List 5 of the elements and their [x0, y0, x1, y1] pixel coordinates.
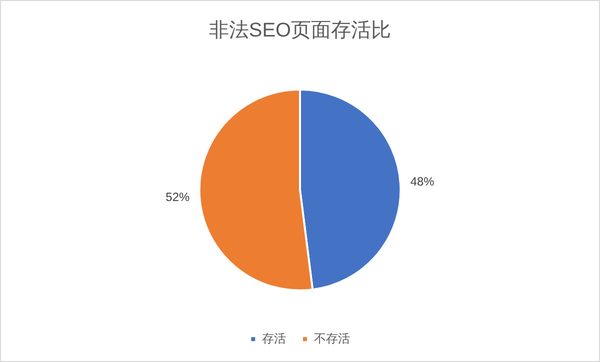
- chart-title: 非法SEO页面存活比: [208, 19, 392, 42]
- data-label: 52%: [166, 190, 190, 204]
- data-label: 48%: [410, 174, 435, 189]
- legend-label: 不存活: [314, 331, 350, 346]
- legend-label: 存活: [262, 331, 286, 346]
